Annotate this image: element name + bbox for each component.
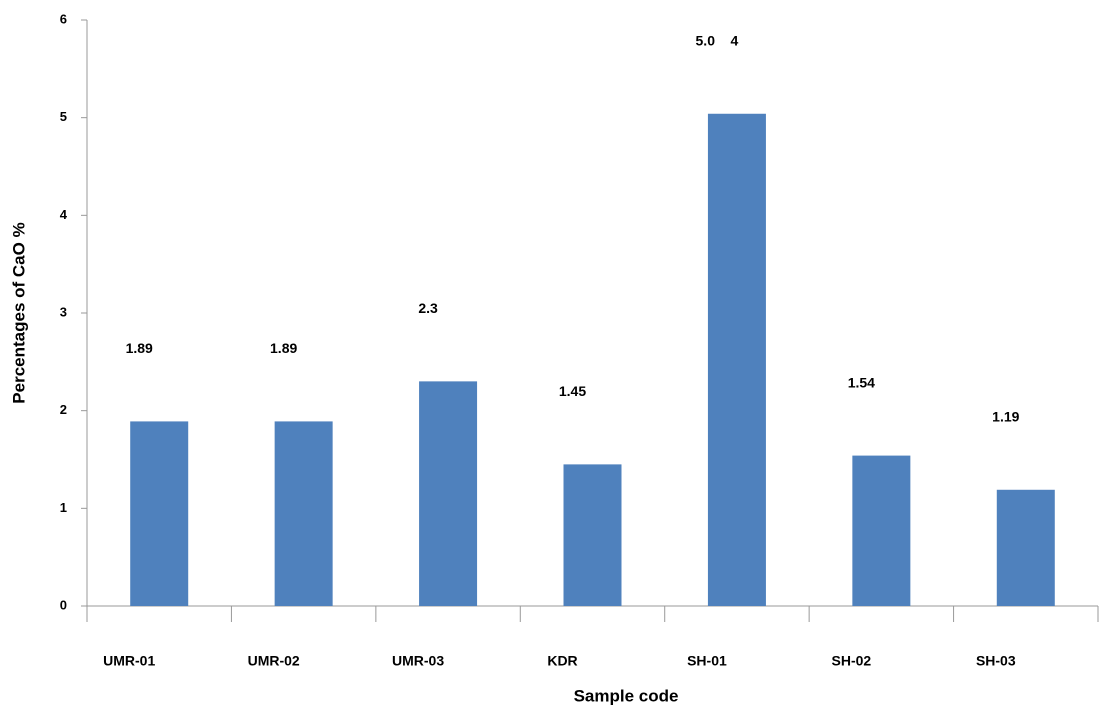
x-tick-label: SH-03 [976, 653, 1016, 669]
x-tick-label: UMR-03 [392, 653, 444, 669]
bar [852, 455, 911, 606]
x-tick-label: KDR [547, 653, 577, 669]
y-tick-label: 5 [60, 109, 67, 124]
y-axis-title: Percentages of CaO % [9, 222, 28, 403]
y-tick-label: 0 [60, 597, 67, 612]
y-tick-label: 6 [60, 11, 67, 26]
x-tick-label: UMR-01 [103, 653, 155, 669]
y-tick-label: 4 [60, 207, 68, 222]
x-tick-label: SH-01 [687, 653, 727, 669]
bar [563, 464, 622, 606]
y-tick-label: 1 [60, 500, 67, 515]
x-axis-title: Sample code [574, 686, 679, 705]
data-label: 1.45 [559, 383, 586, 399]
x-tick-label: UMR-02 [248, 653, 300, 669]
data-label: 1.54 [848, 374, 875, 390]
bar [996, 489, 1055, 606]
bar [274, 421, 333, 606]
y-tick-label: 2 [60, 402, 67, 417]
y-tick-label: 3 [60, 304, 67, 319]
bar [130, 421, 189, 606]
bar [419, 381, 478, 606]
x-tick-label: SH-02 [832, 653, 872, 669]
data-label: 2.3 [418, 300, 438, 316]
data-label: 1.89 [126, 340, 153, 356]
data-label: 1.19 [992, 408, 1019, 424]
bar [707, 113, 766, 606]
data-label: 1.89 [270, 340, 297, 356]
data-label: 5.0 4 [696, 32, 739, 48]
